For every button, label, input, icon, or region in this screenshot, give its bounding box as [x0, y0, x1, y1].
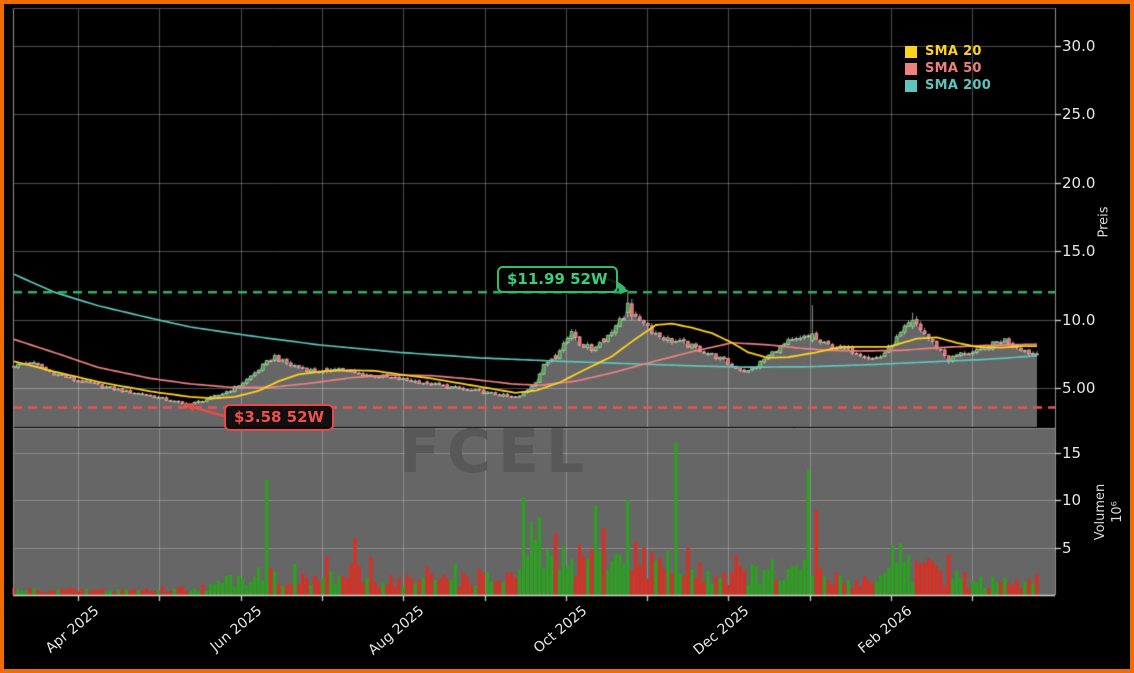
- legend-item: SMA 50: [905, 60, 991, 77]
- legend-item: SMA 200: [905, 77, 991, 94]
- price-axis-label: Preis: [1096, 206, 1112, 238]
- price-tick-label: 25.0: [1062, 105, 1096, 123]
- high-52w-annotation: $11.99 52W: [497, 266, 618, 293]
- volume-axis-label-text: Volumen: [1093, 483, 1109, 541]
- legend-label: SMA 200: [925, 78, 992, 93]
- legend-item: SMA 20: [905, 43, 991, 60]
- legend-label: SMA 20: [925, 44, 982, 59]
- price-tick-label: 20.0: [1062, 173, 1096, 192]
- price-tick-label: 10.0: [1062, 310, 1096, 329]
- volume-tick-label: 10: [1062, 491, 1082, 509]
- sma-legend: SMA 20 SMA 50 SMA 200: [905, 43, 991, 94]
- volume-tick-label: 15: [1062, 443, 1082, 462]
- legend-swatch: [905, 62, 917, 75]
- volume-tick-label: 5: [1062, 538, 1072, 557]
- legend-swatch: [905, 79, 917, 92]
- legend-swatch: [905, 45, 917, 58]
- price-tick-label: 30.0: [1062, 36, 1096, 55]
- low-52w-annotation: $3.58 52W: [224, 404, 335, 431]
- price-tick-label: 5.00: [1062, 379, 1096, 397]
- volume-axis-label: Volumen 10⁶: [1093, 484, 1127, 541]
- price-tick-label: 15.0: [1062, 242, 1096, 260]
- legend-label: SMA 50: [925, 61, 982, 76]
- volume-axis-unit: 10⁶: [1110, 501, 1125, 523]
